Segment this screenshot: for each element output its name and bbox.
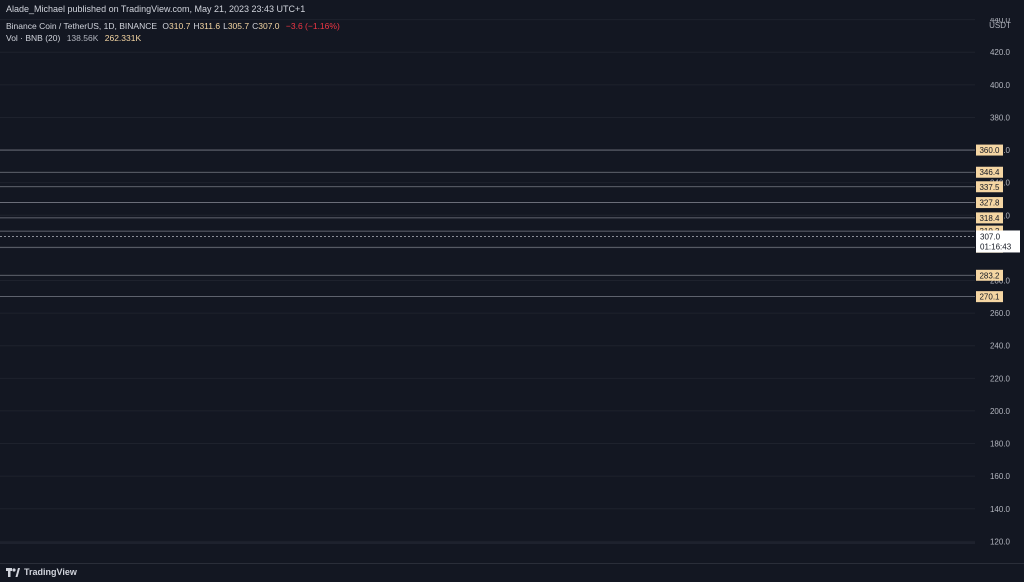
price-tick-label: 400.0 bbox=[990, 81, 1011, 90]
tradingview-icon bbox=[6, 567, 20, 577]
price-tick-label: 280.0 bbox=[990, 277, 1011, 286]
brand-name: TradingView bbox=[24, 567, 77, 577]
price-tick-label: 200.0 bbox=[990, 407, 1011, 416]
price-tag-label: 318.4 bbox=[979, 214, 1000, 223]
ohlc-key-c: C bbox=[252, 21, 258, 31]
ohlc-value-l: 305.7 bbox=[228, 21, 250, 31]
publish-line: Alade_Michael published on TradingView.c… bbox=[6, 4, 306, 14]
chart-grid bbox=[0, 19, 975, 542]
ohlc-key-l: L bbox=[223, 21, 228, 31]
chart-legend: Binance Coin / TetherUS, 1D, BINANCE O31… bbox=[6, 21, 340, 43]
price-tick-label: 420.0 bbox=[990, 48, 1011, 57]
price-tag-label: 327.8 bbox=[979, 199, 1000, 208]
price-tick-label: 380.0 bbox=[990, 113, 1011, 122]
price-tag bbox=[976, 144, 1003, 156]
price-tick-label: 260.0 bbox=[990, 309, 1011, 318]
change-value: −3.6 (−1.16%) bbox=[286, 21, 340, 31]
price-tag-label: 346.4 bbox=[979, 168, 1000, 177]
price-tick-label: 440.0 bbox=[990, 18, 1011, 25]
countdown-label: 01:16:43 bbox=[980, 242, 1012, 251]
price-tag bbox=[976, 166, 1003, 178]
currency-label: USDT bbox=[989, 21, 1011, 30]
price-tick-label: 240.0 bbox=[990, 342, 1011, 351]
ohlc-value-h: 311.6 bbox=[199, 21, 220, 31]
price-tag-label: 360.0 bbox=[979, 146, 1000, 155]
last-price-label: 307.0 bbox=[980, 232, 1001, 241]
price-tick-label: 160.0 bbox=[990, 472, 1011, 481]
footer-bar: TradingView bbox=[0, 563, 1024, 582]
ohlc-value-o: 310.7 bbox=[169, 21, 191, 31]
ohlc-key-o: O bbox=[162, 21, 169, 31]
price-tick-label: 120.0 bbox=[990, 537, 1011, 546]
tradingview-logo[interactable]: TradingView bbox=[6, 567, 77, 577]
price-tag-label: 270.1 bbox=[979, 293, 1000, 302]
price-chart[interactable]: USDT 120.0 140.0 160.0 180.0 200.0 220.0 240.0 2… bbox=[0, 18, 1024, 563]
key-level-lines bbox=[0, 149, 975, 298]
price-tag bbox=[976, 291, 1003, 303]
volume-value-2: 262.331K bbox=[105, 33, 142, 43]
volume-label: Vol · BNB (20) bbox=[6, 33, 60, 43]
price-tag bbox=[976, 212, 1003, 224]
price-tag bbox=[976, 269, 1003, 281]
price-tag-label: 283.2 bbox=[979, 271, 1000, 280]
last-price-tag bbox=[976, 230, 1020, 253]
price-tag bbox=[976, 181, 1003, 193]
price-axis[interactable]: USDT 120.0 140.0 160.0 180.0 200.0 220.0 240.0 2… bbox=[975, 18, 1024, 563]
price-tick-label: 220.0 bbox=[990, 374, 1011, 383]
price-axis-bg bbox=[975, 18, 1024, 563]
volume-value-1: 138.56K bbox=[67, 33, 99, 43]
ohlc-value-c: 307.0 bbox=[258, 21, 280, 31]
price-tick-label: 180.0 bbox=[990, 440, 1011, 449]
price-tick-label: 140.0 bbox=[990, 505, 1011, 514]
price-tag-label: 337.5 bbox=[979, 183, 1000, 192]
svg-text:Vol · BNB (20) 138.56K: Vol · BNB (20) 138.56K 262.331K bbox=[6, 33, 141, 43]
svg-text:Binance Coin / TetherUS, 1D, B: Binance Coin / TetherUS, 1D, BINANCE O31… bbox=[6, 21, 340, 31]
publish-header: Alade_Michael published on TradingView.c… bbox=[0, 0, 1024, 18]
symbol-label: Binance Coin / TetherUS, 1D, BINANCE bbox=[6, 21, 157, 31]
ohlc-key-h: H bbox=[193, 21, 199, 31]
time-axis[interactable]: OctNovDec2023FebMarAprMayJunJul bbox=[0, 542, 1024, 557]
price-tag bbox=[976, 197, 1003, 209]
